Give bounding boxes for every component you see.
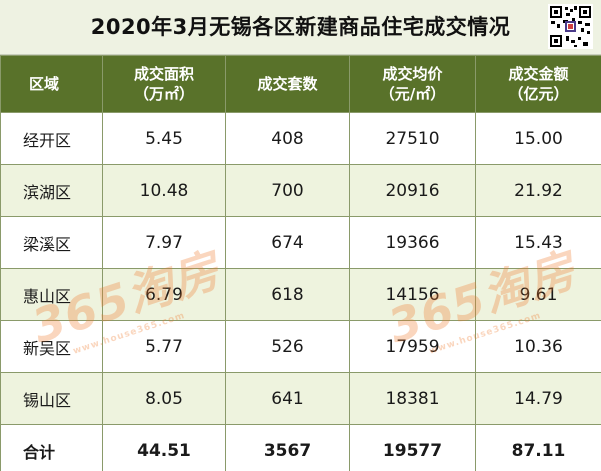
cell-district: 滨湖区 — [0, 164, 103, 217]
column-header-area: 成交面积 （万㎡） — [102, 55, 226, 113]
cell-district: 锡山区 — [0, 372, 103, 425]
cell-district: 新吴区 — [0, 320, 103, 373]
cell-price: 17959 — [349, 320, 476, 373]
column-header-price: 成交均价 （元/㎡） — [349, 55, 476, 113]
table-row: 惠山区 6.79 618 14156 9.61 — [0, 268, 601, 321]
cell-amount: 15.00 — [475, 112, 601, 165]
cell-amount: 21.92 — [475, 164, 601, 217]
column-header-units: 成交套数 — [225, 55, 350, 113]
cell-price: 19366 — [349, 216, 476, 269]
cell-amount: 15.43 — [475, 216, 601, 269]
qr-code-icon — [548, 4, 593, 49]
cell-area: 10.48 — [102, 164, 226, 217]
cell-units: 408 — [225, 112, 350, 165]
cell-price: 27510 — [349, 112, 476, 165]
cell-area: 6.79 — [102, 268, 226, 321]
column-header-amount: 成交金额 （亿元） — [475, 55, 601, 113]
cell-units: 641 — [225, 372, 350, 425]
total-area: 44.51 — [102, 424, 226, 471]
total-label: 合计 — [0, 424, 103, 471]
page-title: 2020年3月无锡各区新建商品住宅成交情况 — [90, 15, 511, 39]
total-units: 3567 — [225, 424, 350, 471]
cell-price: 18381 — [349, 372, 476, 425]
cell-area: 5.45 — [102, 112, 226, 165]
cell-units: 526 — [225, 320, 350, 373]
table-row: 新吴区 5.77 526 17959 10.36 — [0, 320, 601, 373]
header-row: 区域 成交面积 （万㎡） 成交套数 成交均价 （元/㎡） 成交金额 （亿元） — [0, 55, 601, 113]
cell-amount: 14.79 — [475, 372, 601, 425]
cell-district: 经开区 — [0, 112, 103, 165]
table-row: 经开区 5.45 408 27510 15.00 — [0, 112, 601, 165]
column-header-district: 区域 — [0, 55, 103, 113]
cell-area: 7.97 — [102, 216, 226, 269]
cell-amount: 9.61 — [475, 268, 601, 321]
title-bar: 2020年3月无锡各区新建商品住宅成交情况 — [0, 0, 601, 55]
data-table: 区域 成交面积 （万㎡） 成交套数 成交均价 （元/㎡） 成交金额 （亿元） — [0, 55, 601, 471]
total-price: 19577 — [349, 424, 476, 471]
cell-area: 5.77 — [102, 320, 226, 373]
cell-area: 8.05 — [102, 372, 226, 425]
cell-units: 674 — [225, 216, 350, 269]
cell-price: 14156 — [349, 268, 476, 321]
cell-district: 惠山区 — [0, 268, 103, 321]
cell-units: 700 — [225, 164, 350, 217]
cell-price: 20916 — [349, 164, 476, 217]
cell-district: 梁溪区 — [0, 216, 103, 269]
table-row: 梁溪区 7.97 674 19366 15.43 — [0, 216, 601, 269]
cell-amount: 10.36 — [475, 320, 601, 373]
total-amount: 87.11 — [475, 424, 601, 471]
cell-units: 618 — [225, 268, 350, 321]
total-row: 合计 44.51 3567 19577 87.11 — [0, 424, 601, 471]
table-row: 滨湖区 10.48 700 20916 21.92 — [0, 164, 601, 217]
table-row: 锡山区 8.05 641 18381 14.79 — [0, 372, 601, 425]
